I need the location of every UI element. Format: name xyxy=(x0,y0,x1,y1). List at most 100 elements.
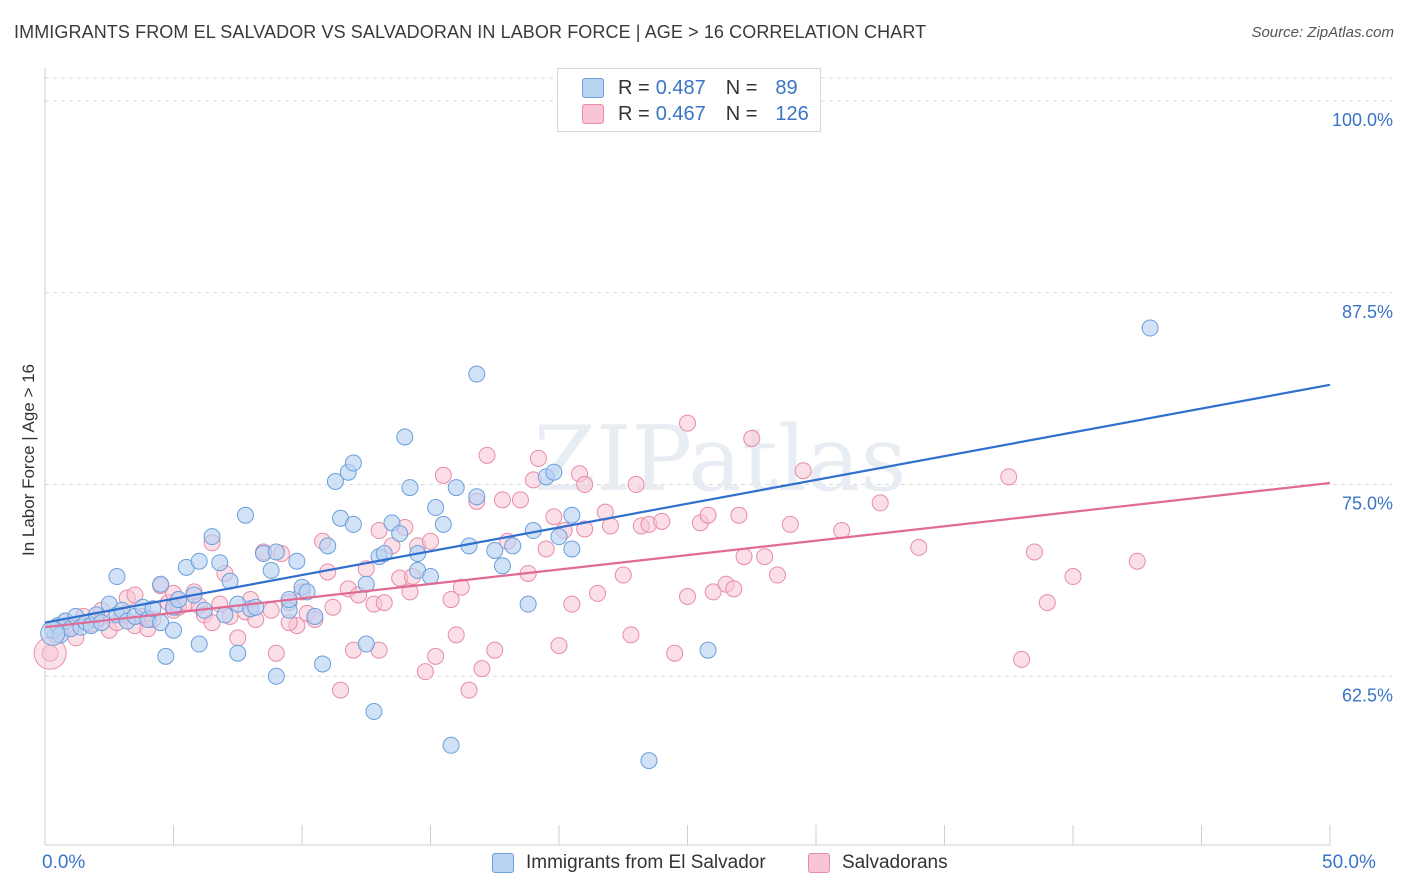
y-tick-label: 62.5% xyxy=(1342,685,1393,705)
salvadorans-point xyxy=(589,584,607,602)
salvadorans-point xyxy=(550,637,568,655)
salvadorans-point xyxy=(370,522,388,540)
salvadorans-point xyxy=(537,540,555,558)
salvadorans-point xyxy=(332,681,350,699)
watermark: ZIPatlas xyxy=(533,407,906,512)
el-salvador-point xyxy=(108,568,126,586)
salvadorans-point xyxy=(434,466,452,484)
el-salvador-point xyxy=(190,552,208,570)
el-salvador-point xyxy=(165,621,182,639)
salvadorans-point xyxy=(1064,568,1082,586)
el-salvador-point xyxy=(468,365,486,383)
r-value: 0.487 xyxy=(655,76,706,99)
y-tick-label: 75.0% xyxy=(1342,494,1393,514)
salvadorans-point xyxy=(743,429,761,447)
salvadorans-point xyxy=(1000,468,1018,486)
n-label: N = xyxy=(725,76,758,99)
legend-row-el-salvador: R = 0.487 N = 89 xyxy=(582,77,798,99)
salvadorans-point xyxy=(563,595,581,613)
source-label: Source: ZipAtlas.com xyxy=(1251,24,1394,41)
salvadorans-point xyxy=(375,594,393,612)
salvadorans-point xyxy=(871,494,889,512)
salvadorans-point xyxy=(1013,650,1031,668)
el-salvador-point xyxy=(211,554,229,572)
salvadorans-point xyxy=(756,548,774,566)
n-label: N = xyxy=(725,102,758,125)
el-salvador-point xyxy=(365,703,383,721)
salvadorans-point xyxy=(601,517,619,535)
salvadorans-point xyxy=(126,586,144,604)
el-salvador-point xyxy=(486,541,504,559)
el-salvador-point xyxy=(550,528,568,546)
salvadorans-point xyxy=(666,644,684,662)
el-salvador-point xyxy=(319,537,337,555)
el-salvador-point xyxy=(157,647,175,665)
r-label: R = xyxy=(618,76,650,99)
y-axis-label: In Labor Force | Age > 16 xyxy=(19,363,38,557)
el-salvador-point xyxy=(396,428,414,446)
el-salvador-point xyxy=(434,515,452,533)
el-salvador-point xyxy=(447,479,465,497)
salvadorans-point xyxy=(422,532,439,550)
el-salvador-point xyxy=(267,667,285,685)
el-salvador-point xyxy=(493,557,511,575)
r-value: 0.467 xyxy=(655,102,706,125)
el-salvador-point xyxy=(357,635,375,653)
el-salvador-point xyxy=(699,641,717,659)
salvadorans-point xyxy=(473,660,491,678)
el-salvador-point xyxy=(306,607,324,625)
y-tick-labels: 62.5% 75.0% 87.5% 100.0% xyxy=(1332,110,1393,705)
el-salvador-point xyxy=(288,552,306,570)
bottom-legend-salvadorans: Salvadorans xyxy=(808,852,948,874)
el-salvador-point xyxy=(519,595,537,613)
el-salvador-point xyxy=(422,568,439,586)
salvadorans-point xyxy=(203,614,221,632)
salvadorans-point xyxy=(1025,543,1043,561)
r-label: R = xyxy=(618,102,650,125)
el-salvador-point xyxy=(545,463,563,481)
el-salvador-point xyxy=(247,598,265,616)
el-salvador-point xyxy=(229,644,247,662)
x-tick-max: 50.0% xyxy=(1322,852,1376,873)
el-salvador-point xyxy=(504,537,522,555)
salvadorans-point xyxy=(427,647,445,665)
salvadorans-point xyxy=(267,644,285,662)
salvadorans-point xyxy=(229,629,247,647)
salvadorans-point xyxy=(486,641,504,659)
salvadorans-point xyxy=(545,508,563,526)
salvadorans-point xyxy=(735,548,753,566)
salvadorans-point xyxy=(324,598,342,616)
salvadorans-point xyxy=(262,601,280,619)
el-salvador-point xyxy=(468,488,486,506)
n-value: 89 xyxy=(775,76,798,99)
salvadorans-point xyxy=(704,583,722,601)
x-tick-min: 0.0% xyxy=(42,852,86,873)
el-salvador-point xyxy=(314,655,332,673)
el-salvador-point xyxy=(236,506,254,524)
salvadorans-point xyxy=(416,663,434,681)
y-tick-label: 87.5% xyxy=(1342,302,1393,322)
el-salvador-point xyxy=(427,499,445,517)
salvadorans-point xyxy=(442,591,460,609)
salvadorans-point xyxy=(781,515,799,533)
salvadorans-point xyxy=(1128,552,1146,570)
chart-title: IMMIGRANTS FROM EL SALVADOR VS SALVADORA… xyxy=(14,22,927,42)
el-salvador-point xyxy=(216,606,234,624)
stats-legend: R = 0.487 N = 89 R = 0.467 N = 126 xyxy=(557,68,821,132)
bottom-legend-label: Immigrants from El Salvador xyxy=(526,852,766,873)
salvadorans-point xyxy=(493,491,511,509)
el-salvador-point xyxy=(563,540,581,558)
el-salvador-trend-line xyxy=(44,383,1331,624)
el-salvador-point xyxy=(93,614,111,632)
salvadorans-point xyxy=(653,512,671,530)
el-salvador-point xyxy=(298,583,316,601)
salvadorans-point xyxy=(679,587,696,605)
salvadorans-trend-line xyxy=(44,481,1331,629)
salvadorans-point xyxy=(1038,594,1056,612)
salvadorans-point xyxy=(730,506,748,524)
bottom-legend-el-salvador: Immigrants from El Salvador xyxy=(492,852,766,874)
n-value: 126 xyxy=(775,102,809,125)
el-salvador-point xyxy=(401,479,419,497)
salvadorans-point xyxy=(679,414,696,432)
el-salvador-point xyxy=(1141,319,1159,337)
